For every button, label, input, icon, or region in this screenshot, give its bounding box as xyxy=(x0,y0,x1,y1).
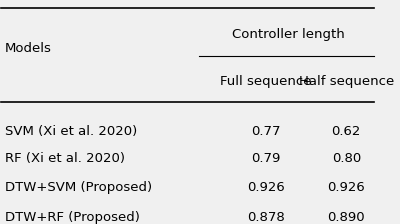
Text: RF (Xi et al. 2020): RF (Xi et al. 2020) xyxy=(5,152,125,165)
Text: SVM (Xi et al. 2020): SVM (Xi et al. 2020) xyxy=(5,125,137,138)
Text: Models: Models xyxy=(5,42,52,55)
Text: 0.926: 0.926 xyxy=(247,181,285,194)
Text: 0.890: 0.890 xyxy=(328,211,365,224)
Text: DTW+SVM (Proposed): DTW+SVM (Proposed) xyxy=(5,181,152,194)
Text: 0.80: 0.80 xyxy=(332,152,361,165)
Text: 0.79: 0.79 xyxy=(252,152,281,165)
Text: Half sequence: Half sequence xyxy=(299,75,394,88)
Text: 0.77: 0.77 xyxy=(251,125,281,138)
Text: 0.62: 0.62 xyxy=(332,125,361,138)
Text: Full sequence: Full sequence xyxy=(220,75,312,88)
Text: 0.926: 0.926 xyxy=(327,181,365,194)
Text: Controller length: Controller length xyxy=(232,28,345,41)
Text: DTW+RF (Proposed): DTW+RF (Proposed) xyxy=(5,211,140,224)
Text: 0.878: 0.878 xyxy=(247,211,285,224)
